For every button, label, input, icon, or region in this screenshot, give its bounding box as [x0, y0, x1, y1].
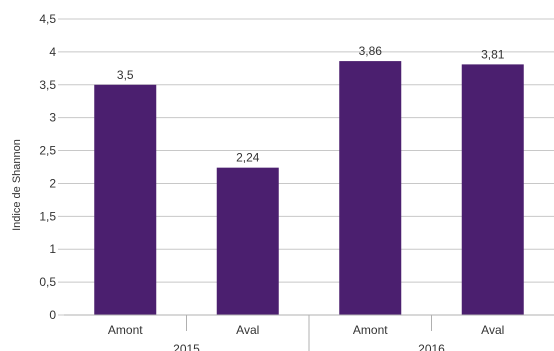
data-label: 2,24	[236, 151, 260, 165]
x-tick-label: Amont	[108, 323, 143, 337]
y-tick-label: 1	[49, 242, 56, 256]
bar	[216, 167, 279, 315]
y-tick-label: 2	[49, 176, 56, 190]
x-group-label: 2015	[173, 342, 200, 351]
x-tick-label: Aval	[236, 323, 259, 337]
x-tick-label: Amont	[353, 323, 388, 337]
x-axis: Amont Aval Amont Aval 2015 2016	[64, 314, 554, 351]
y-axis-ticks: 0 0,5 1 1,5 2 2,5 3 3,5 4 4,5	[39, 12, 56, 322]
y-tick-label: 4	[49, 45, 56, 59]
bar	[339, 61, 402, 315]
y-tick-label: 0	[49, 308, 56, 322]
x-tick-label: Aval	[481, 323, 504, 337]
bars	[94, 61, 524, 316]
y-tick-label: 3	[49, 111, 56, 125]
y-tick-label: 2,5	[39, 144, 56, 158]
y-axis-label: Indice de Shannon	[11, 139, 23, 231]
bar	[94, 84, 157, 316]
y-tick-label: 0,5	[39, 275, 56, 289]
data-labels: 3,5 2,24 3,86 3,81	[117, 44, 505, 165]
data-label: 3,81	[481, 47, 505, 61]
data-label: 3,86	[359, 44, 383, 58]
bar	[461, 64, 524, 316]
y-tick-label: 3,5	[39, 78, 56, 92]
y-tick-label: 4,5	[39, 12, 56, 26]
x-group-label: 2016	[418, 342, 445, 351]
y-tick-label: 1,5	[39, 209, 56, 223]
data-label: 3,5	[117, 68, 134, 82]
